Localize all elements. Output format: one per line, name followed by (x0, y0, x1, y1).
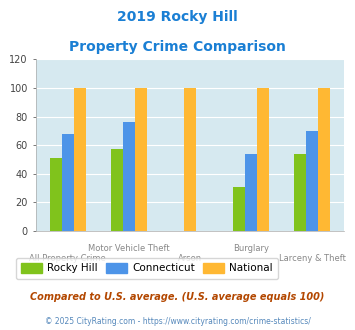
Bar (306, 131, 318, 231)
Bar (233, 187, 245, 231)
Bar (74, 88, 86, 231)
Text: © 2025 CityRating.com - https://www.cityrating.com/crime-statistics/: © 2025 CityRating.com - https://www.city… (45, 317, 310, 326)
Text: Arson: Arson (178, 254, 202, 263)
Text: Burglary: Burglary (233, 244, 269, 253)
Text: Compared to U.S. average. (U.S. average equals 100): Compared to U.S. average. (U.S. average … (30, 292, 325, 302)
Bar (123, 122, 135, 231)
Text: Larceny & Theft: Larceny & Theft (279, 254, 345, 263)
Legend: Rocky Hill, Connecticut, National: Rocky Hill, Connecticut, National (16, 258, 278, 279)
Bar (257, 88, 269, 231)
Bar (318, 88, 330, 231)
Bar (110, 149, 123, 231)
Bar (135, 88, 147, 231)
Bar (245, 154, 257, 231)
Bar (294, 154, 306, 231)
Text: Property Crime Comparison: Property Crime Comparison (69, 40, 286, 53)
Text: 2019 Rocky Hill: 2019 Rocky Hill (117, 10, 238, 24)
Bar (184, 88, 196, 231)
Bar (50, 158, 62, 231)
Text: Motor Vehicle Theft: Motor Vehicle Theft (88, 244, 170, 253)
Text: All Property Crime: All Property Crime (29, 254, 106, 263)
Bar (62, 134, 74, 231)
